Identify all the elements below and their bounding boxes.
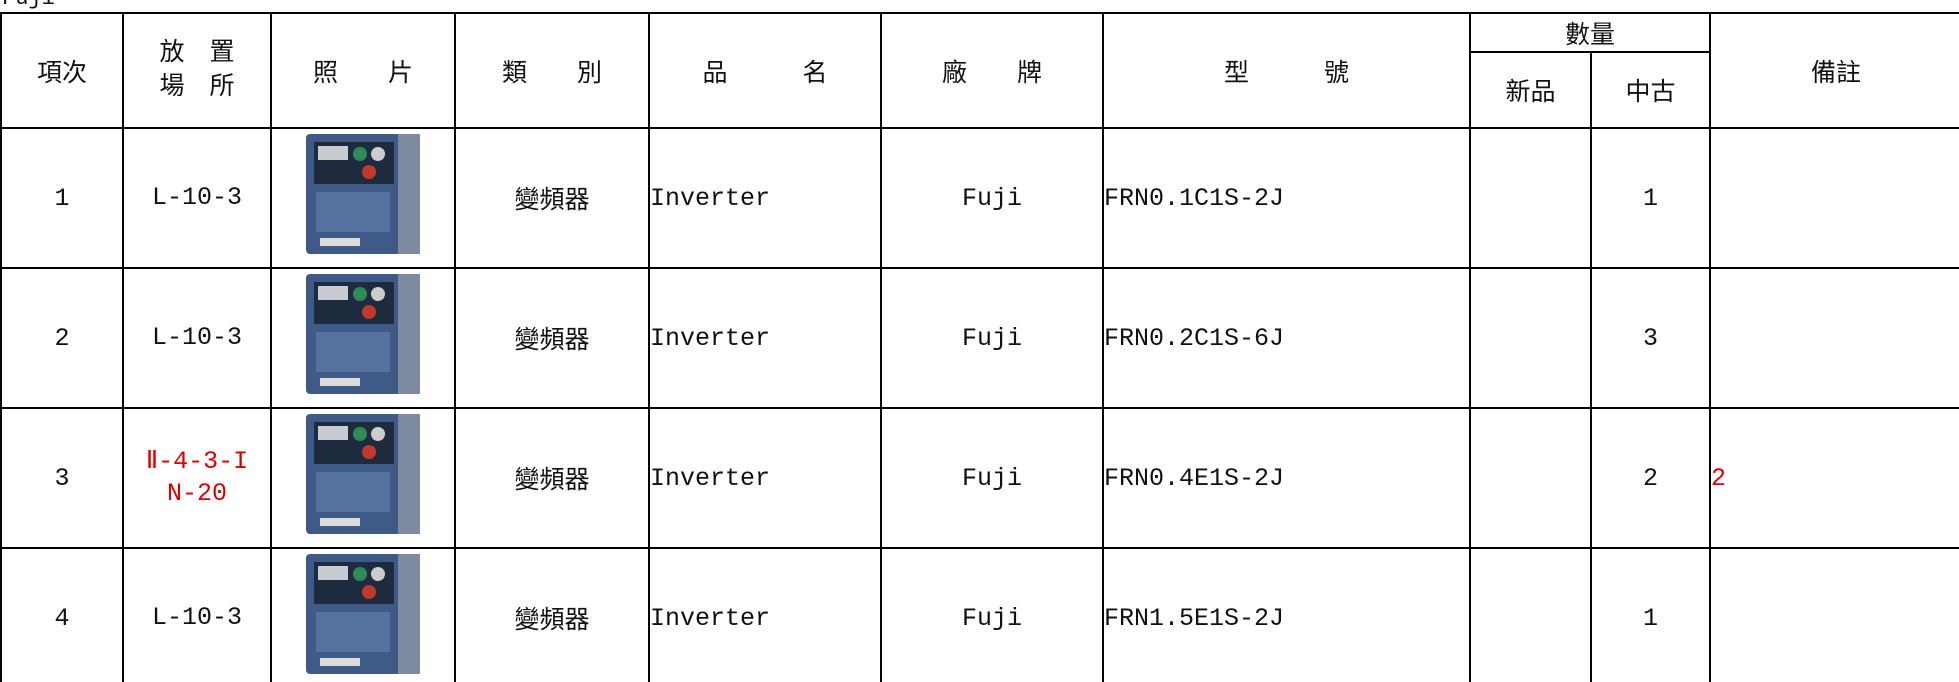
cell-used: 1: [1589, 127, 1712, 269]
cell-model: FRN0.4E1S-2J: [1102, 407, 1471, 549]
location-text: Ⅱ-4-3-IN-20: [145, 447, 249, 508]
cell-photo: [270, 127, 456, 269]
cell-location: L-10-3: [122, 127, 272, 269]
location-text: L-10-3: [151, 603, 242, 632]
cell-remark: 2: [1709, 407, 1959, 549]
location-text: L-10-3: [151, 183, 242, 212]
cell-remark: [1709, 267, 1959, 409]
cell-location: Ⅱ-4-3-IN-20: [122, 407, 272, 549]
header-row: 項次 放 置 場 所 照 片 類 別 品 名 廠 牌 型 號 數量 備註: [0, 12, 1959, 129]
cell-no: 3: [0, 407, 124, 549]
data-row: 3 Ⅱ-4-3-IN-20 變頻器 Inverter Fuji FRN0.4E1S-2J 2…: [0, 407, 1959, 549]
cell-category: 變頻器: [454, 127, 650, 269]
cell-remark: [1709, 127, 1959, 269]
cell-new: [1469, 127, 1592, 269]
cell-new: [1469, 547, 1592, 682]
data-row: 2 L-10-3 變頻器 Inverter Fuji FRN0.2C1S-6J 3: [0, 267, 1959, 409]
header-cell: 中古: [1589, 51, 1712, 129]
cell-category: 變頻器: [454, 407, 650, 549]
cell-remark: [1709, 547, 1959, 682]
cell-category: 變頻器: [454, 267, 650, 409]
cell-brand: Fuji: [880, 407, 1104, 549]
header-cell: 備註: [1709, 12, 1959, 129]
cell-name: Inverter: [648, 547, 882, 682]
cell-no: 2: [0, 267, 124, 409]
product-photo: [306, 274, 420, 394]
location-text: L-10-3: [151, 323, 242, 352]
cell-photo: [270, 547, 456, 682]
header-cell: 項次: [0, 12, 124, 129]
data-row: 4 L-10-3 變頻器 Inverter Fuji FRN1.5E1S-2J 1: [0, 547, 1959, 682]
header-text: 放 置: [159, 38, 235, 68]
cell-brand: Fuji: [880, 267, 1104, 409]
header-text: 場 所: [159, 72, 235, 102]
header-cell: 型 號: [1102, 12, 1471, 129]
cell-no: 4: [0, 547, 124, 682]
header-row: 新品 中古: [1, 51, 1959, 129]
cell-model: FRN0.1C1S-2J: [1102, 127, 1471, 269]
product-photo: [306, 134, 420, 254]
data-row: 1 L-10-3 變頻器 Inverter Fuji FRN0.1C1S-2J 1: [0, 127, 1959, 269]
cell-model: FRN0.2C1S-6J: [1102, 267, 1471, 409]
header-cell: 品 名: [648, 12, 882, 129]
inventory-table: 項次 放 置 場 所 照 片 類 別 品 名 廠 牌 型 號 數量 備註 新品 …: [0, 12, 1959, 682]
cell-location: L-10-3: [122, 547, 272, 682]
product-photo: [306, 554, 420, 674]
cell-name: Inverter: [648, 267, 882, 409]
table-body: 項次 放 置 場 所 照 片 類 別 品 名 廠 牌 型 號 數量 備註 新品 …: [0, 12, 1959, 682]
header-cell: 照 片: [270, 12, 456, 129]
product-photo: [306, 414, 420, 534]
cell-brand: Fuji: [880, 547, 1104, 682]
cell-new: [1469, 407, 1592, 549]
cell-model: FRN1.5E1S-2J: [1102, 547, 1471, 682]
cell-name: Inverter: [648, 407, 882, 549]
header-cell: 廠 牌: [880, 12, 1104, 129]
cell-used: 1: [1589, 547, 1712, 682]
cell-category: 變頻器: [454, 547, 650, 682]
cell-name: Inverter: [648, 127, 882, 269]
cell-photo: [270, 407, 456, 549]
cell-brand: Fuji: [880, 127, 1104, 269]
header-cell: 新品: [1469, 51, 1592, 129]
header-cell: 放 置 場 所: [122, 12, 272, 129]
cell-no: 1: [0, 127, 124, 269]
cell-used: 2: [1589, 407, 1712, 549]
cell-new: [1469, 267, 1592, 409]
cell-used: 3: [1589, 267, 1712, 409]
header-cell: 類 別: [454, 12, 650, 129]
caption: Fuji: [2, 0, 55, 11]
cell-photo: [270, 267, 456, 409]
header-cell: 數量: [1468, 12, 1712, 53]
cell-location: L-10-3: [122, 267, 272, 409]
